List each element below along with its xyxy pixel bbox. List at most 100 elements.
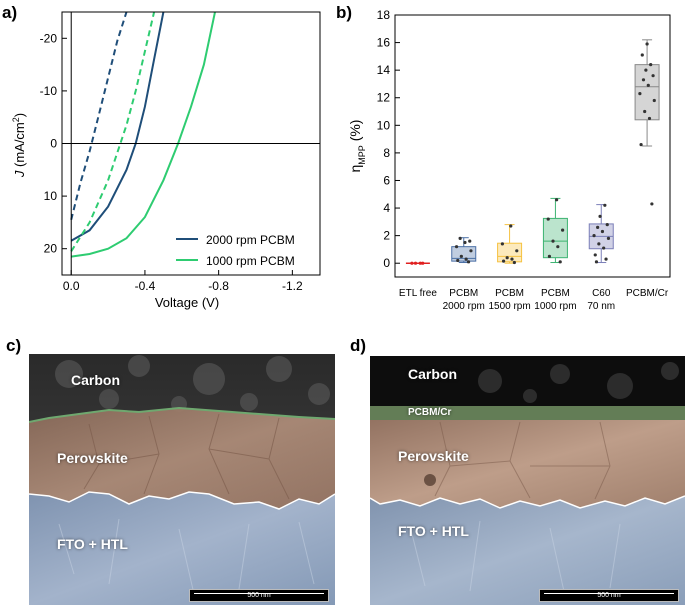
jv-y-axis-unit-sup: 2 xyxy=(11,117,21,122)
sem-d-label-fto-htl: FTO + HTL xyxy=(398,523,469,539)
box-y-tick-label: 12 xyxy=(377,91,391,105)
jv-legend-label: 1000 rpm PCBM xyxy=(206,254,295,268)
box-data-point xyxy=(639,143,643,147)
box-data-point xyxy=(652,98,656,103)
box-data-point xyxy=(558,260,562,264)
sem-d-scalebar: 500 nm xyxy=(539,589,679,602)
box-category-label: 1500 rpm xyxy=(488,301,530,312)
box-y-tick-label: 4 xyxy=(383,201,390,215)
box-data-point xyxy=(644,68,648,72)
box-y-axis-subscript: MPP xyxy=(357,145,367,165)
box-data-point xyxy=(500,242,504,246)
box-data-point xyxy=(640,53,644,57)
sem-d-label-pcbm-cr: PCBM/Cr xyxy=(408,407,452,418)
box-category-label: PCBM xyxy=(449,288,478,299)
panel-label-c: c) xyxy=(6,336,22,355)
box-category-label: PCBM xyxy=(541,288,570,299)
box-data-point xyxy=(410,261,414,265)
sem-c-scalebar: 500 nm xyxy=(189,589,329,602)
box-data-point xyxy=(646,83,650,87)
box-data-point xyxy=(510,257,514,261)
box-group xyxy=(588,203,614,264)
sem-c-label-carbon: Carbon xyxy=(71,372,120,388)
sem-c-interface-line xyxy=(29,491,335,510)
box-data-point xyxy=(421,261,425,265)
box-data-point xyxy=(468,239,472,243)
jv-y-axis-unit: (mA/cm xyxy=(12,122,27,170)
box-data-point xyxy=(645,42,649,46)
box-data-point xyxy=(604,257,608,261)
box-category-label: 70 nm xyxy=(587,301,615,312)
sem-d-scalebar-line xyxy=(544,593,674,594)
box-y-tick-label: 18 xyxy=(377,8,391,22)
sem-d-interface-line xyxy=(370,495,685,509)
box-data-point xyxy=(647,116,652,121)
sem-image-c: Carbon Perovskite FTO + HTL 500 nm xyxy=(29,354,335,605)
jv-y-tick-label: -10 xyxy=(40,84,58,98)
sem-c-fto-texture xyxy=(58,518,315,595)
box-y-tick-label: 16 xyxy=(377,36,391,50)
box-data-point xyxy=(454,245,459,249)
box-iqr xyxy=(497,242,523,263)
box-iqr xyxy=(451,246,477,262)
sem-d-label-perovskite: Perovskite xyxy=(398,448,469,464)
box-data-point xyxy=(561,228,565,232)
box-data-point xyxy=(547,254,552,258)
box-data-point xyxy=(469,249,473,253)
box-data-point xyxy=(458,236,462,240)
box-data-point xyxy=(551,239,555,243)
jv-x-tick-label: -0.8 xyxy=(208,279,229,293)
jv-curve-dashed xyxy=(70,12,156,252)
sem-d-carbon-texture xyxy=(478,362,679,403)
box-y-axis-title: ηMPP (%) xyxy=(347,120,367,173)
panel-label-b: b) xyxy=(336,3,353,22)
panel-label-a: a) xyxy=(2,3,18,22)
sem-image-d: Carbon PCBM/Cr Perovskite FTO + HTL 500 … xyxy=(370,356,685,605)
sem-d-label-carbon: Carbon xyxy=(408,366,457,382)
box-data-point xyxy=(463,240,467,245)
box-data-point xyxy=(505,256,509,260)
sem-c-scalebar-line xyxy=(194,593,324,594)
box-data-point xyxy=(596,225,600,229)
jv-x-tick-label: -1.2 xyxy=(282,279,303,293)
box-data-point xyxy=(418,261,422,265)
jv-legend-label: 2000 rpm PCBM xyxy=(206,233,295,247)
box-data-point xyxy=(598,214,602,218)
sem-c-perovskite-layer xyxy=(29,408,335,509)
jv-chart: 0.0 -0.4 -0.8 -1.2 -20 -10 0 10 20 Voltage (V) J… xyxy=(11,11,321,310)
jv-legend: 2000 rpm PCBM 1000 rpm PCBM xyxy=(176,233,295,268)
box-data-point xyxy=(459,254,463,258)
box-data-point xyxy=(643,109,647,114)
box-data-point xyxy=(456,258,460,263)
box-group xyxy=(405,261,430,265)
efficiency-box-chart: 0 2 4 6 8 10 12 14 16 18 ηMPP (%) ETL free PCBM 2000 … xyxy=(347,8,671,312)
jv-x-tick-label: 0.0 xyxy=(63,279,80,293)
jv-curve-dashed xyxy=(70,12,128,221)
box-y-tick-label: 14 xyxy=(377,63,391,77)
box-category-label: 1000 rpm xyxy=(534,301,576,312)
box-data-point xyxy=(638,92,642,96)
box-data-point xyxy=(546,217,550,221)
sem-c-layers xyxy=(29,354,335,605)
box-y-tick-label: 10 xyxy=(377,118,391,132)
sem-d-fto-texture xyxy=(409,520,621,597)
jv-curve-solid xyxy=(71,12,216,258)
sem-c-etl-interface xyxy=(29,406,335,423)
box-data-point xyxy=(464,257,468,261)
box-data-point xyxy=(509,224,513,228)
box-data-point xyxy=(650,202,654,206)
box-data-point xyxy=(649,63,653,67)
jv-y-tick-label: -20 xyxy=(40,31,58,45)
box-data-point xyxy=(466,260,471,264)
box-y-axis-symbol: η xyxy=(347,165,363,173)
sem-c-scalebar-label: 500 nm xyxy=(247,592,271,599)
box-category-label: C60 xyxy=(592,288,611,299)
jv-y-axis-symbol: J xyxy=(12,170,27,178)
box-data-point xyxy=(651,74,655,78)
jv-y-axis-unit-close: ) xyxy=(12,113,27,117)
box-category-label: ETL free xyxy=(399,288,437,299)
box-data-point xyxy=(606,236,611,240)
sem-d-scalebar-label: 500 nm xyxy=(597,592,621,599)
sem-d-grain-boundaries xyxy=(434,421,611,500)
sem-d-layers xyxy=(370,356,685,605)
